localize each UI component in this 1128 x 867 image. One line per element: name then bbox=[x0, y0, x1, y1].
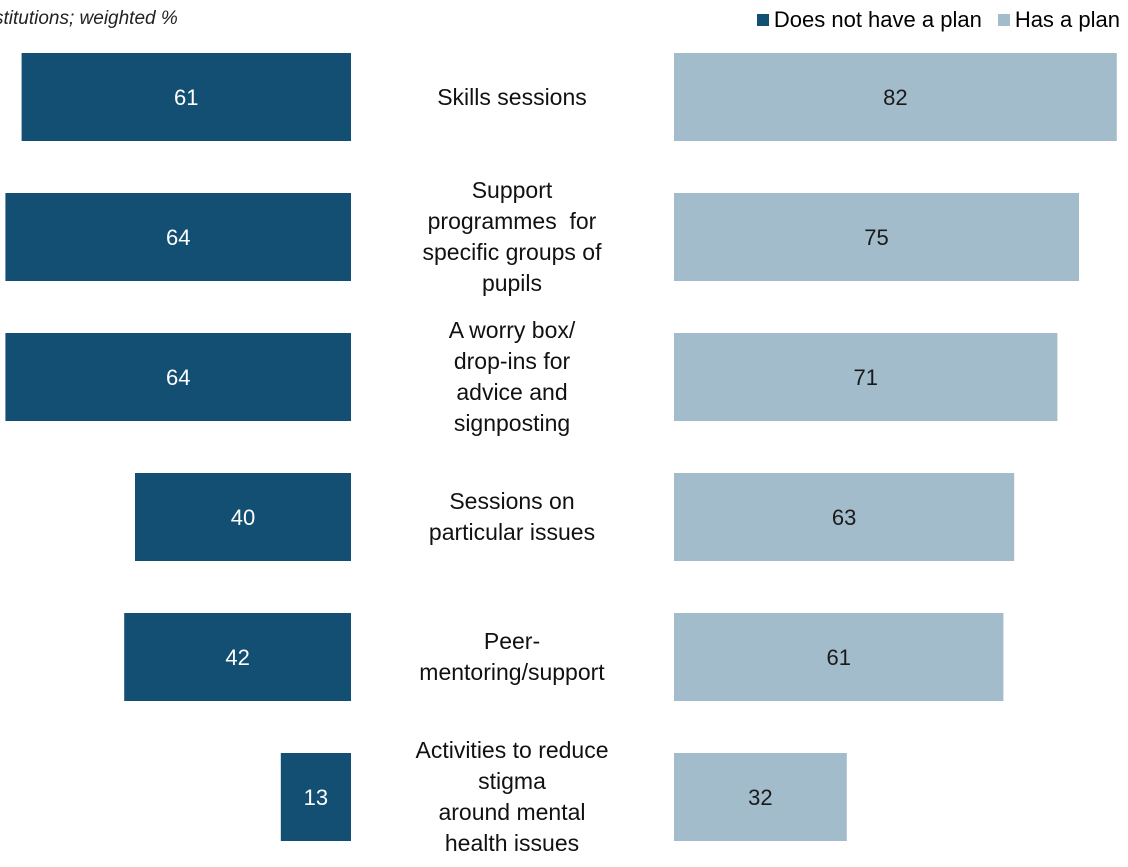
legend-swatch-has-plan bbox=[997, 14, 1010, 26]
data-label-has-plan: 32 bbox=[748, 785, 772, 810]
data-label-no-plan: 64 bbox=[166, 225, 190, 250]
category-label: A worry box/drop-ins for advice and signpo… bbox=[392, 307, 632, 447]
category-label: Support programmes for specific groups of p… bbox=[392, 167, 632, 307]
category-label-line: mentoring/support bbox=[419, 659, 605, 685]
chart-subtitle: stitutions; weighted % bbox=[0, 8, 178, 29]
legend-item-has-plan: Has a plan bbox=[997, 7, 1120, 33]
bar-no-plan bbox=[280, 753, 351, 841]
bar-has-plan bbox=[674, 53, 1117, 141]
data-label-no-plan: 42 bbox=[225, 645, 249, 670]
bar-has-plan bbox=[674, 753, 847, 841]
data-label-no-plan: 13 bbox=[304, 785, 328, 810]
chart-legend: Does not have a plan Has a plan bbox=[756, 7, 1120, 33]
category-label-line: Peer- bbox=[483, 628, 541, 654]
bar-has-plan bbox=[674, 613, 1004, 701]
category-label-text: A worry box/drop-ins for advice and signpo… bbox=[449, 315, 576, 439]
bar-no-plan bbox=[135, 473, 351, 561]
bar-no-plan bbox=[124, 613, 351, 701]
category-label-line: signposting bbox=[453, 410, 571, 436]
bar-no-plan bbox=[5, 333, 352, 421]
category-label-text: Support programmes for specific groups of p… bbox=[423, 175, 602, 299]
category-label: Sessions on particular issues bbox=[392, 447, 632, 587]
bar-has-plan bbox=[674, 333, 1058, 421]
legend-item-no-plan: Does not have a plan bbox=[756, 7, 982, 33]
category-label: Activities to reduce stigma around mental h… bbox=[392, 727, 632, 867]
category-label-text: Activities to reduce stigma around mental h… bbox=[415, 735, 608, 859]
data-label-no-plan: 40 bbox=[231, 505, 255, 530]
data-label-has-plan: 63 bbox=[832, 505, 856, 530]
data-label-no-plan: 64 bbox=[166, 365, 190, 390]
bar-has-plan bbox=[674, 193, 1079, 281]
category-label-line: particular issues bbox=[428, 519, 596, 545]
legend-label-no-plan: Does not have a plan bbox=[773, 7, 982, 32]
category-label-line: programmes for bbox=[427, 208, 597, 234]
category-label-line: Activities to reduce bbox=[415, 737, 609, 763]
data-label-has-plan: 71 bbox=[853, 365, 877, 390]
legend-swatch-no-plan bbox=[756, 14, 769, 26]
category-label-text: Skills sessions bbox=[437, 82, 587, 113]
bar-no-plan bbox=[5, 193, 352, 281]
category-label: Skills sessions bbox=[392, 27, 632, 167]
category-label-line: advice and bbox=[456, 379, 568, 405]
category-label-line: A worry box/ bbox=[448, 317, 576, 343]
data-label-has-plan: 75 bbox=[864, 225, 888, 250]
data-label-has-plan: 82 bbox=[883, 85, 907, 110]
category-label-line: drop-ins for bbox=[453, 348, 571, 374]
category-label-line: specific groups of bbox=[422, 239, 602, 265]
category-label-line: Skills sessions bbox=[437, 83, 587, 110]
category-label-line: health issues bbox=[444, 830, 580, 856]
bar-no-plan bbox=[21, 53, 351, 141]
category-label: Peer-mentoring/support bbox=[392, 587, 632, 727]
data-label-no-plan: 61 bbox=[174, 85, 198, 110]
category-label-line: stigma bbox=[478, 768, 546, 794]
data-label-has-plan: 61 bbox=[826, 645, 850, 670]
bar-has-plan bbox=[674, 473, 1015, 561]
category-label-line: Support bbox=[471, 177, 553, 203]
category-label-text: Peer-mentoring/support bbox=[419, 626, 604, 688]
category-label-line: around mental bbox=[438, 799, 586, 825]
category-label-line: Sessions on bbox=[449, 488, 575, 514]
legend-label-has-plan: Has a plan bbox=[1014, 7, 1120, 32]
category-label-line: pupils bbox=[481, 270, 543, 296]
category-label-text: Sessions on particular issues bbox=[429, 486, 595, 548]
